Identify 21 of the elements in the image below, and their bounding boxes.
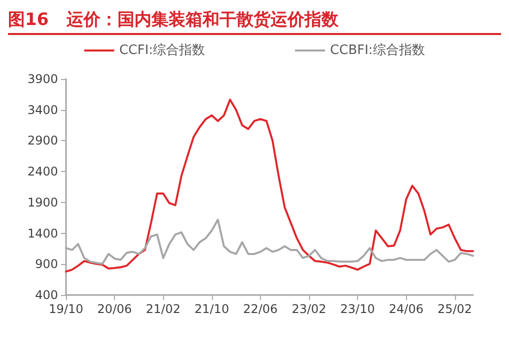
line-series — [65, 98, 474, 273]
x-tick-label: 21/02 — [146, 302, 180, 316]
y-tick-label: 2900 — [27, 134, 58, 148]
legend-label: CCBFI:综合指数 — [330, 43, 425, 58]
y-tick-label: 900 — [35, 257, 58, 272]
y-tick-label: 400 — [35, 288, 58, 302]
legend-label: CCFI:综合指数 — [119, 43, 206, 58]
y-tick-label: 3900 — [27, 72, 58, 86]
chart-title: 图16 运价：国内集装箱和干散货运价指数 — [8, 8, 501, 35]
y-tick-label: 1900 — [27, 195, 58, 210]
x-tick-label: 19/10 — [48, 302, 84, 316]
x-tick-label: 24/06 — [388, 302, 424, 316]
x-tick-label: 25/02 — [437, 302, 472, 316]
y-tick-label: 2400 — [27, 164, 58, 179]
x-tick-label: 21/10 — [194, 302, 230, 316]
y-tick-label: 3400 — [27, 102, 58, 117]
x-tick-label: 23/10 — [340, 302, 375, 316]
y-tick-label: 1400 — [27, 226, 58, 240]
x-tick-label: 20/06 — [97, 302, 132, 316]
x-tick-label: 23/02 — [292, 302, 326, 316]
x-tick-label: 22/06 — [243, 302, 278, 316]
